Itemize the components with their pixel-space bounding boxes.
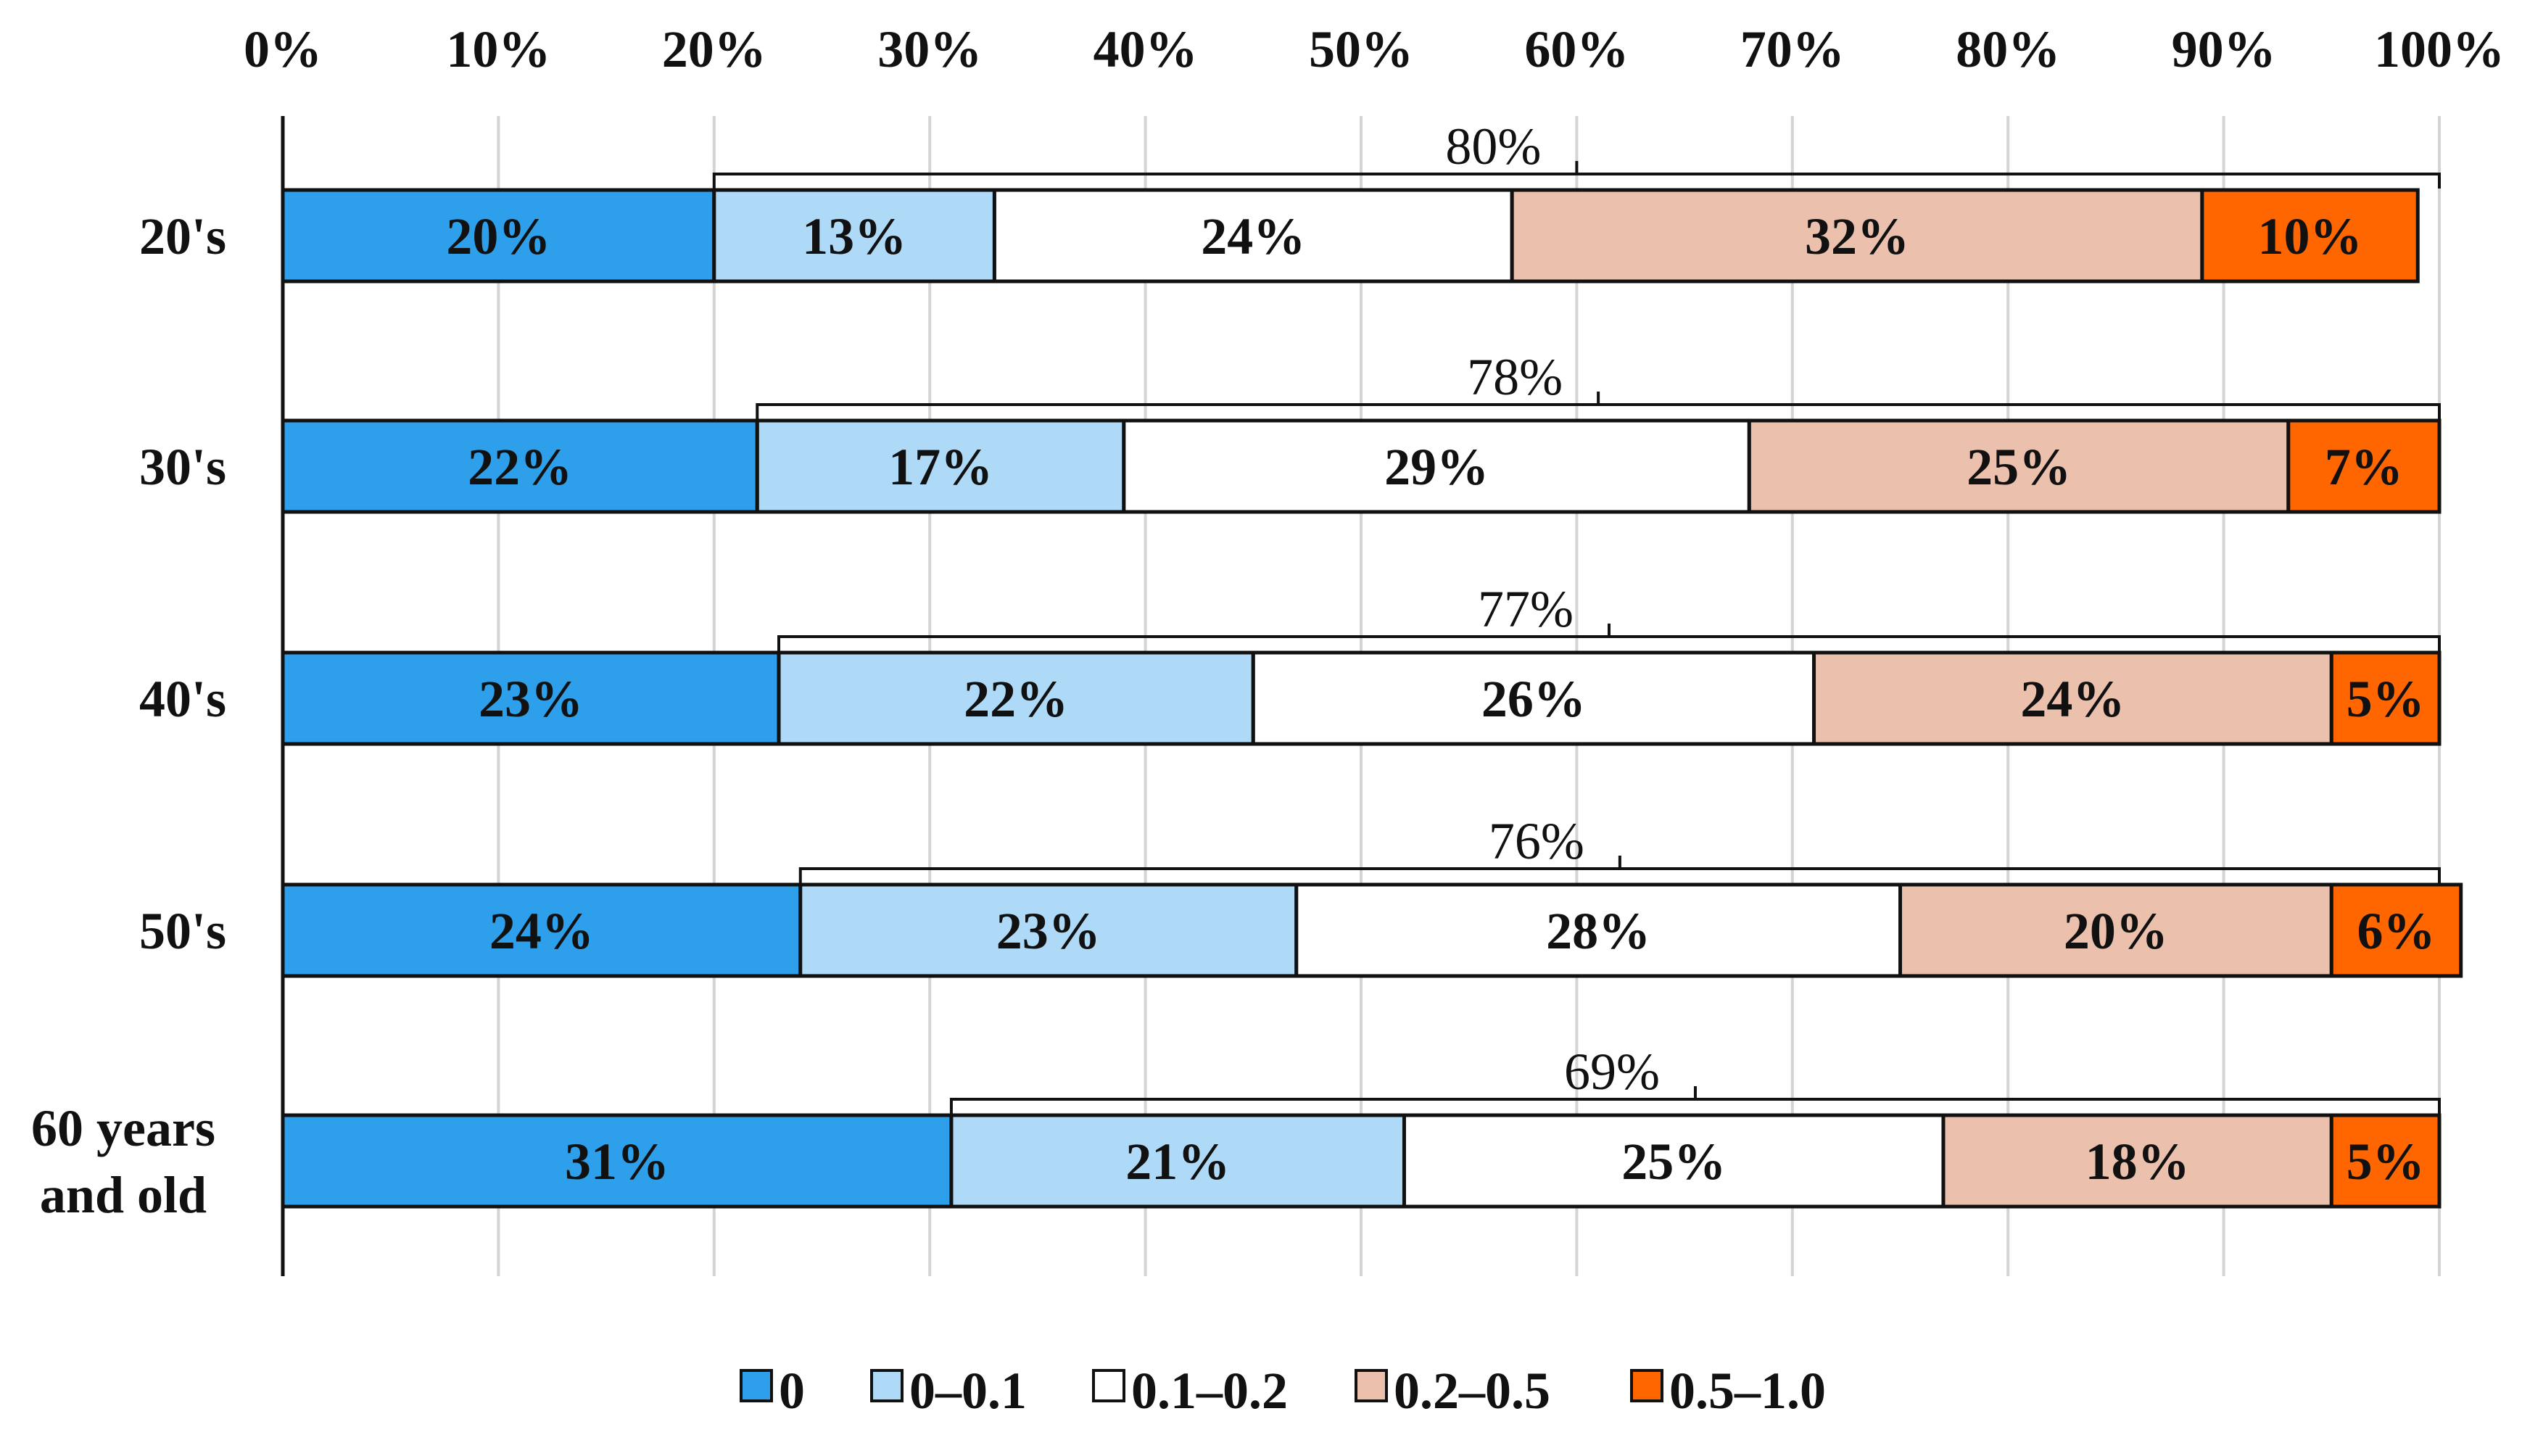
bar-segment-2-1 — [777, 650, 1255, 746]
bracket-label-0: 80% — [1445, 117, 1541, 175]
bar-label-0-2: 24% — [1201, 207, 1305, 265]
bar-label-3-4: 6% — [2357, 902, 2436, 960]
x-tick-label-6: 60% — [1524, 20, 1629, 78]
category-label-3: 50's — [139, 902, 226, 960]
bar-label-1-2: 29% — [1384, 438, 1489, 496]
bracket-4 — [949, 1098, 2441, 1114]
bar-segment-3-0 — [281, 882, 803, 978]
bar-label-2-0: 23% — [479, 670, 583, 728]
category-label-line: 60 years — [31, 1099, 215, 1157]
bar-label-1-3: 25% — [1967, 438, 2071, 496]
bar-label-0-0: 20% — [446, 207, 550, 265]
legend-label-0: 0 — [779, 1362, 805, 1420]
x-axis: 0% 10% 20% 30% 40% 50% 60% 70% 80% 90% 100% — [244, 20, 2505, 1276]
bar-label-2-4: 5% — [2347, 670, 2425, 728]
legend-swatch-1 — [870, 1369, 904, 1402]
category-label-line: 40's — [139, 670, 226, 728]
category-label-1: 30's — [139, 438, 226, 496]
bracket-1 — [756, 403, 2441, 419]
bar-segment-4-0 — [281, 1113, 954, 1209]
bar-segment-0-4 — [2200, 188, 2420, 284]
x-tick-label-0: 0% — [244, 20, 322, 78]
bar-label-0-1: 13% — [802, 207, 906, 265]
bar-label-0-4: 10% — [2258, 207, 2362, 265]
bar-segment-1-4 — [2286, 418, 2442, 514]
bar-segment-0-1 — [712, 188, 996, 284]
x-tick-label-7: 70% — [1740, 20, 1845, 78]
bar-label-4-2: 25% — [1621, 1133, 1726, 1191]
bar-label-4-3: 18% — [2085, 1133, 2190, 1191]
bar-segment-0-3 — [1510, 188, 2204, 284]
bar-label-2-3: 24% — [2020, 670, 2125, 728]
bar-segment-1-1 — [755, 418, 1126, 514]
bar-segment-3-4 — [2329, 882, 2463, 978]
category-label-line: 50's — [139, 902, 226, 960]
bracket-label-3: 76% — [1489, 812, 1584, 870]
category-axis: 20's 30's 40's 50's 60 years and old — [31, 207, 226, 1224]
bar-segment-1-0 — [281, 418, 759, 514]
bar-label-3-0: 24% — [489, 902, 594, 960]
legend-label-1: 0–0.1 — [909, 1362, 1027, 1420]
bracket-label-2: 77% — [1478, 580, 1574, 638]
bar-segment-2-0 — [281, 650, 781, 746]
x-tick-label-3: 30% — [877, 20, 982, 78]
legend-label-3: 0.2–0.5 — [1394, 1362, 1550, 1420]
bar-segment-2-3 — [1812, 650, 2333, 746]
category-label-2: 40's — [139, 670, 226, 728]
brackets: 80% 78% 77% 76% 69% — [712, 117, 2441, 1114]
bracket-2 — [777, 635, 2441, 651]
bar-label-0-3: 32% — [1805, 207, 1909, 265]
legend: 0 0–0.1 0.1–0.2 0.2–0.5 0.5–1.0 — [740, 1362, 1826, 1420]
bar-label-4-0: 31% — [565, 1133, 669, 1191]
bar-segment-2-2 — [1251, 650, 1816, 746]
x-tick-label-1: 10% — [446, 20, 550, 78]
bar-segment-2-4 — [2329, 650, 2442, 746]
bar-label-1-4: 7% — [2325, 438, 2403, 496]
bar-segment-3-3 — [1898, 882, 2333, 978]
bar-segment-4-2 — [1402, 1113, 1946, 1209]
bar-label-3-1: 23% — [996, 902, 1101, 960]
bar-label-1-1: 17% — [888, 438, 993, 496]
legend-swatch-2 — [1092, 1369, 1125, 1402]
x-tick-label-4: 40% — [1093, 20, 1198, 78]
bar-segment-1-2 — [1122, 418, 1751, 514]
legend-swatch-0 — [740, 1369, 773, 1402]
legend-label-2: 0.1–0.2 — [1131, 1362, 1288, 1420]
x-tick-label-5: 50% — [1309, 20, 1413, 78]
bar-segment-3-1 — [798, 882, 1299, 978]
bracket-3 — [798, 867, 2441, 883]
x-tick-label-2: 20% — [662, 20, 766, 78]
bracket-label-1: 78% — [1467, 348, 1563, 406]
x-tick-label-9: 90% — [2172, 20, 2276, 78]
bar-label-3-3: 20% — [2064, 902, 2168, 960]
x-tick-label-8: 80% — [1956, 20, 2060, 78]
bar-label-2-1: 22% — [964, 670, 1068, 728]
category-label-line: 30's — [139, 438, 226, 496]
bar-label-4-4: 5% — [2347, 1133, 2425, 1191]
legend-swatch-4 — [1630, 1369, 1663, 1402]
category-label-0: 20's — [139, 207, 226, 265]
category-label-line: and old — [40, 1166, 207, 1224]
legend-swatch-3 — [1355, 1369, 1388, 1402]
bar-label-4-1: 21% — [1125, 1133, 1230, 1191]
bracket-label-4: 69% — [1564, 1043, 1660, 1101]
category-label-line: 20's — [139, 207, 226, 265]
bar-label-1-0: 22% — [468, 438, 572, 496]
bar-segment-1-3 — [1747, 418, 2291, 514]
x-tick-label-10: 100% — [2374, 20, 2505, 78]
bar-label-2-2: 26% — [1481, 670, 1586, 728]
bar-label-3-2: 28% — [1546, 902, 1650, 960]
bar-segment-4-4 — [2329, 1113, 2442, 1209]
legend-label-4: 0.5–1.0 — [1669, 1362, 1826, 1420]
category-label-4: 60 years and old — [31, 1099, 215, 1224]
bar-segment-3-2 — [1294, 882, 1902, 978]
bars: 20% 13% 24% 32% 10% 22% 17% 29% 25% 7% 23% 22% 26% 24… — [281, 188, 2463, 1209]
